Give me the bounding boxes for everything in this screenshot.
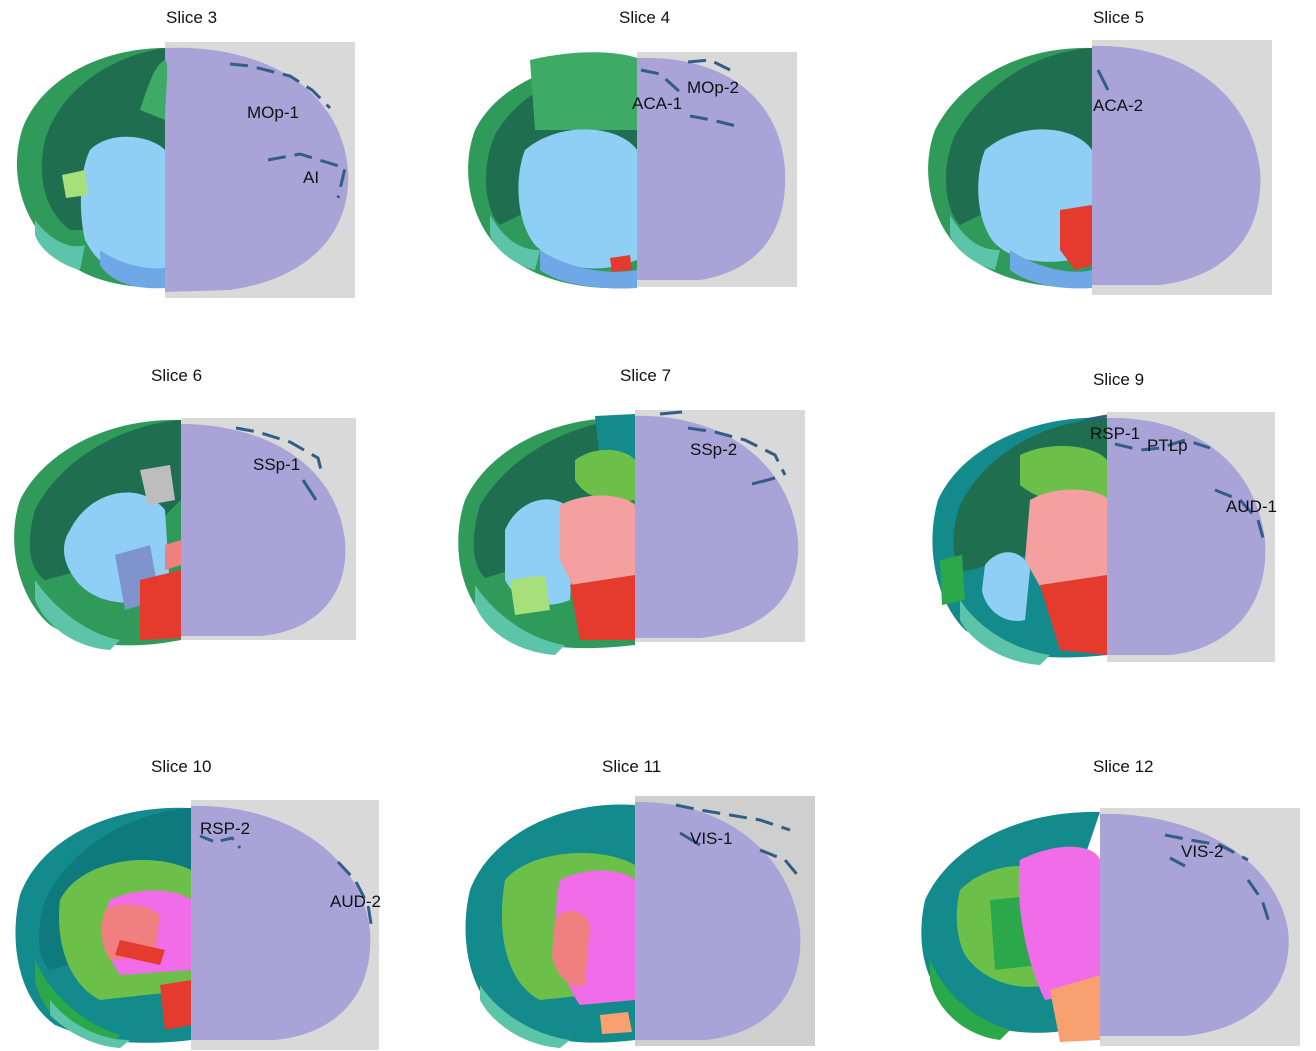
panel-title: Slice 11 bbox=[602, 757, 662, 776]
region-label: VIS-1 bbox=[690, 829, 733, 848]
region-label: RSP-1 bbox=[1090, 424, 1141, 443]
region-label: ACA-1 bbox=[632, 94, 683, 113]
panel-title: Slice 5 bbox=[1093, 8, 1145, 27]
atlas-section bbox=[932, 412, 1275, 665]
panel-title: Slice 7 bbox=[620, 366, 672, 385]
atlas-section bbox=[15, 800, 379, 1050]
region-label: AUD-1 bbox=[1226, 497, 1278, 516]
atlas-section bbox=[458, 410, 805, 655]
atlas-section bbox=[14, 418, 356, 650]
panel-title: Slice 9 bbox=[1093, 370, 1145, 389]
region-label: SSp-1 bbox=[253, 455, 301, 474]
region-label: PTLp bbox=[1147, 436, 1188, 455]
atlas-section bbox=[468, 52, 797, 289]
atlas-section bbox=[16, 42, 355, 298]
region-label: MOp-2 bbox=[687, 78, 739, 97]
panel-title: Slice 12 bbox=[1093, 757, 1154, 776]
panel-title: Slice 4 bbox=[619, 8, 671, 27]
region-label: AUD-2 bbox=[330, 892, 382, 911]
panel-title: Slice 3 bbox=[166, 8, 218, 27]
panel-title: Slice 6 bbox=[151, 366, 203, 385]
region-label: SSp-2 bbox=[690, 440, 738, 459]
panel-title: Slice 10 bbox=[151, 757, 212, 776]
region-label: MOp-1 bbox=[247, 103, 299, 122]
region-label: AI bbox=[303, 168, 320, 187]
region-label: RSP-2 bbox=[200, 819, 251, 838]
region-label: VIS-2 bbox=[1181, 842, 1224, 861]
atlas-section bbox=[928, 40, 1272, 295]
region-label: ACA-2 bbox=[1093, 96, 1144, 115]
